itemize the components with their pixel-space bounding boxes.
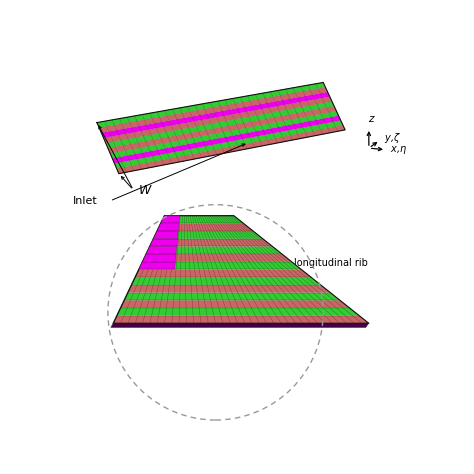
- Polygon shape: [150, 239, 273, 246]
- Polygon shape: [139, 262, 175, 270]
- Polygon shape: [132, 277, 320, 285]
- Polygon shape: [143, 254, 292, 262]
- Polygon shape: [151, 231, 157, 243]
- Text: longitudinal rib: longitudinal rib: [247, 258, 368, 268]
- Polygon shape: [143, 246, 150, 258]
- Polygon shape: [157, 223, 179, 231]
- Polygon shape: [143, 254, 176, 262]
- Polygon shape: [99, 87, 328, 133]
- Polygon shape: [97, 82, 326, 128]
- Polygon shape: [113, 316, 369, 323]
- Polygon shape: [114, 308, 121, 320]
- Polygon shape: [118, 300, 124, 312]
- Polygon shape: [154, 231, 263, 239]
- Polygon shape: [110, 111, 338, 158]
- Polygon shape: [146, 246, 177, 254]
- Polygon shape: [132, 270, 139, 282]
- Polygon shape: [112, 116, 341, 164]
- Text: z: z: [367, 114, 373, 124]
- Polygon shape: [121, 300, 349, 308]
- Polygon shape: [157, 223, 253, 231]
- Polygon shape: [106, 101, 334, 148]
- Polygon shape: [140, 254, 146, 266]
- Polygon shape: [117, 125, 345, 173]
- Polygon shape: [110, 316, 117, 328]
- Polygon shape: [136, 262, 143, 274]
- Polygon shape: [135, 270, 311, 277]
- Polygon shape: [128, 285, 330, 292]
- Text: Inlet: Inlet: [73, 196, 98, 206]
- Polygon shape: [158, 216, 164, 228]
- Polygon shape: [117, 308, 359, 316]
- Polygon shape: [125, 285, 132, 297]
- Polygon shape: [121, 292, 128, 305]
- Text: W: W: [139, 183, 151, 197]
- Polygon shape: [154, 231, 178, 239]
- Text: y,$\zeta$: y,$\zeta$: [384, 131, 401, 145]
- Polygon shape: [103, 97, 332, 143]
- Text: x,$\eta$: x,$\eta$: [390, 144, 407, 156]
- Polygon shape: [161, 216, 244, 223]
- Polygon shape: [139, 262, 301, 270]
- Polygon shape: [101, 92, 330, 138]
- Polygon shape: [146, 246, 282, 254]
- Polygon shape: [161, 216, 180, 223]
- Polygon shape: [114, 120, 343, 169]
- Polygon shape: [110, 323, 369, 328]
- Polygon shape: [154, 223, 161, 236]
- Polygon shape: [124, 292, 340, 300]
- Polygon shape: [128, 277, 135, 289]
- Polygon shape: [150, 239, 178, 246]
- Polygon shape: [108, 106, 337, 153]
- Polygon shape: [147, 239, 154, 251]
